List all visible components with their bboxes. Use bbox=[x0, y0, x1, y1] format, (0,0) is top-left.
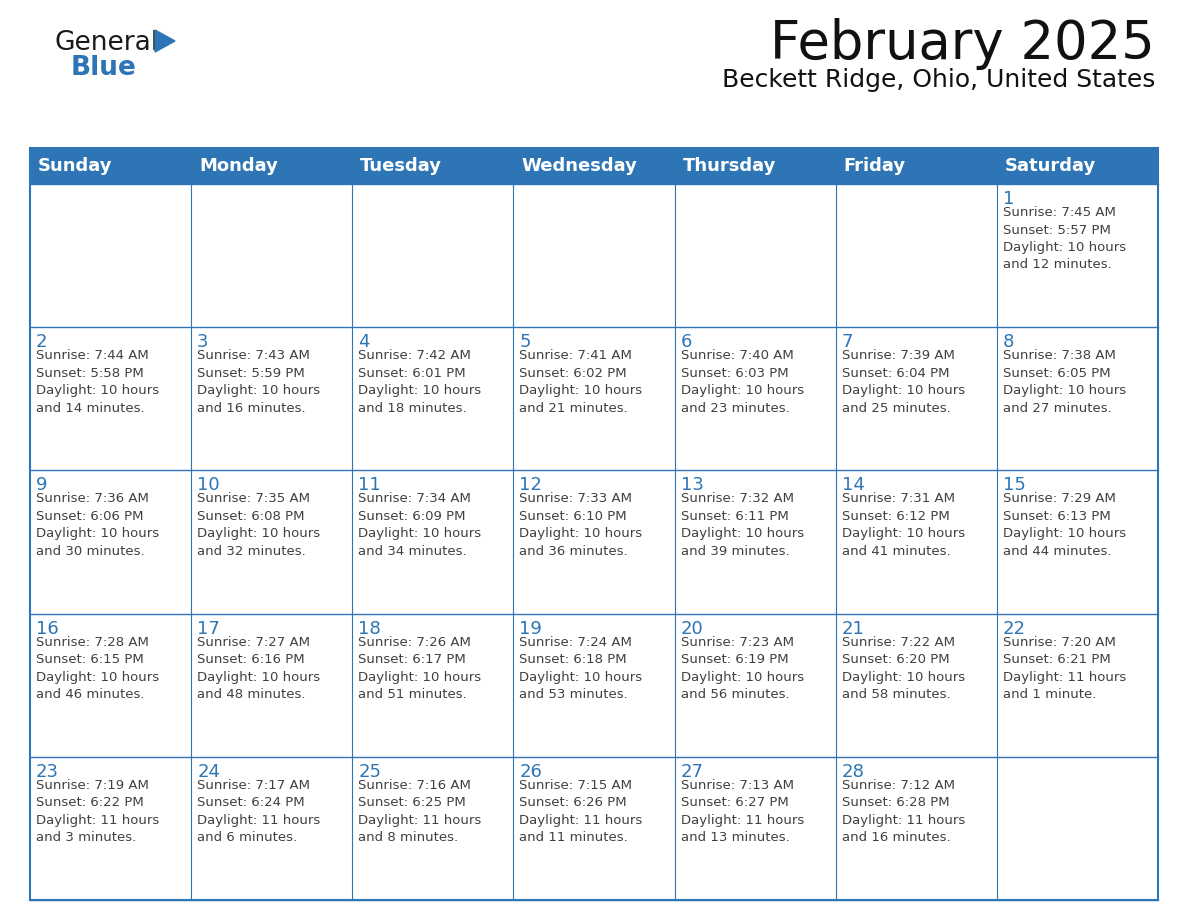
Bar bbox=[30, 148, 1158, 900]
Text: Wednesday: Wednesday bbox=[522, 157, 637, 175]
Text: 5: 5 bbox=[519, 333, 531, 352]
Text: 1: 1 bbox=[1003, 190, 1015, 208]
Text: 15: 15 bbox=[1003, 476, 1025, 495]
Text: General: General bbox=[55, 30, 159, 56]
Text: Sunrise: 7:27 AM
Sunset: 6:16 PM
Daylight: 10 hours
and 48 minutes.: Sunrise: 7:27 AM Sunset: 6:16 PM Dayligh… bbox=[197, 635, 321, 701]
Text: Sunrise: 7:19 AM
Sunset: 6:22 PM
Daylight: 11 hours
and 3 minutes.: Sunrise: 7:19 AM Sunset: 6:22 PM Dayligh… bbox=[36, 778, 159, 845]
Text: 24: 24 bbox=[197, 763, 220, 781]
Text: 27: 27 bbox=[681, 763, 703, 781]
Text: 20: 20 bbox=[681, 620, 703, 638]
Text: Sunrise: 7:44 AM
Sunset: 5:58 PM
Daylight: 10 hours
and 14 minutes.: Sunrise: 7:44 AM Sunset: 5:58 PM Dayligh… bbox=[36, 349, 159, 415]
Text: Sunrise: 7:12 AM
Sunset: 6:28 PM
Daylight: 11 hours
and 16 minutes.: Sunrise: 7:12 AM Sunset: 6:28 PM Dayligh… bbox=[842, 778, 965, 845]
Text: Sunrise: 7:35 AM
Sunset: 6:08 PM
Daylight: 10 hours
and 32 minutes.: Sunrise: 7:35 AM Sunset: 6:08 PM Dayligh… bbox=[197, 492, 321, 558]
Text: Tuesday: Tuesday bbox=[360, 157, 442, 175]
Text: 14: 14 bbox=[842, 476, 865, 495]
Text: 10: 10 bbox=[197, 476, 220, 495]
Text: Sunrise: 7:43 AM
Sunset: 5:59 PM
Daylight: 10 hours
and 16 minutes.: Sunrise: 7:43 AM Sunset: 5:59 PM Dayligh… bbox=[197, 349, 321, 415]
Text: Sunrise: 7:26 AM
Sunset: 6:17 PM
Daylight: 10 hours
and 51 minutes.: Sunrise: 7:26 AM Sunset: 6:17 PM Dayligh… bbox=[359, 635, 481, 701]
Text: 21: 21 bbox=[842, 620, 865, 638]
Text: Sunrise: 7:31 AM
Sunset: 6:12 PM
Daylight: 10 hours
and 41 minutes.: Sunrise: 7:31 AM Sunset: 6:12 PM Dayligh… bbox=[842, 492, 965, 558]
Text: 25: 25 bbox=[359, 763, 381, 781]
Text: Sunrise: 7:29 AM
Sunset: 6:13 PM
Daylight: 10 hours
and 44 minutes.: Sunrise: 7:29 AM Sunset: 6:13 PM Dayligh… bbox=[1003, 492, 1126, 558]
Text: Sunrise: 7:40 AM
Sunset: 6:03 PM
Daylight: 10 hours
and 23 minutes.: Sunrise: 7:40 AM Sunset: 6:03 PM Dayligh… bbox=[681, 349, 804, 415]
Bar bbox=[30, 148, 1158, 184]
Text: Sunrise: 7:22 AM
Sunset: 6:20 PM
Daylight: 10 hours
and 58 minutes.: Sunrise: 7:22 AM Sunset: 6:20 PM Dayligh… bbox=[842, 635, 965, 701]
Text: 3: 3 bbox=[197, 333, 209, 352]
Text: Sunrise: 7:13 AM
Sunset: 6:27 PM
Daylight: 11 hours
and 13 minutes.: Sunrise: 7:13 AM Sunset: 6:27 PM Dayligh… bbox=[681, 778, 804, 845]
Text: Sunrise: 7:20 AM
Sunset: 6:21 PM
Daylight: 11 hours
and 1 minute.: Sunrise: 7:20 AM Sunset: 6:21 PM Dayligh… bbox=[1003, 635, 1126, 701]
Polygon shape bbox=[154, 30, 175, 52]
Text: 16: 16 bbox=[36, 620, 58, 638]
Text: Thursday: Thursday bbox=[683, 157, 776, 175]
Text: 22: 22 bbox=[1003, 620, 1026, 638]
Text: Monday: Monday bbox=[200, 157, 278, 175]
Text: Sunrise: 7:36 AM
Sunset: 6:06 PM
Daylight: 10 hours
and 30 minutes.: Sunrise: 7:36 AM Sunset: 6:06 PM Dayligh… bbox=[36, 492, 159, 558]
Text: 26: 26 bbox=[519, 763, 542, 781]
Text: 2: 2 bbox=[36, 333, 48, 352]
Text: Blue: Blue bbox=[71, 55, 137, 81]
Text: Saturday: Saturday bbox=[1005, 157, 1097, 175]
Text: 11: 11 bbox=[359, 476, 381, 495]
Text: Friday: Friday bbox=[843, 157, 905, 175]
Text: Sunrise: 7:23 AM
Sunset: 6:19 PM
Daylight: 10 hours
and 56 minutes.: Sunrise: 7:23 AM Sunset: 6:19 PM Dayligh… bbox=[681, 635, 804, 701]
Text: 12: 12 bbox=[519, 476, 542, 495]
Text: 17: 17 bbox=[197, 620, 220, 638]
Text: 4: 4 bbox=[359, 333, 369, 352]
Text: 23: 23 bbox=[36, 763, 59, 781]
Text: 18: 18 bbox=[359, 620, 381, 638]
Text: Beckett Ridge, Ohio, United States: Beckett Ridge, Ohio, United States bbox=[721, 68, 1155, 92]
Text: Sunrise: 7:17 AM
Sunset: 6:24 PM
Daylight: 11 hours
and 6 minutes.: Sunrise: 7:17 AM Sunset: 6:24 PM Dayligh… bbox=[197, 778, 321, 845]
Text: Sunrise: 7:45 AM
Sunset: 5:57 PM
Daylight: 10 hours
and 12 minutes.: Sunrise: 7:45 AM Sunset: 5:57 PM Dayligh… bbox=[1003, 206, 1126, 272]
Text: February 2025: February 2025 bbox=[770, 18, 1155, 70]
Text: 6: 6 bbox=[681, 333, 691, 352]
Text: Sunrise: 7:41 AM
Sunset: 6:02 PM
Daylight: 10 hours
and 21 minutes.: Sunrise: 7:41 AM Sunset: 6:02 PM Dayligh… bbox=[519, 349, 643, 415]
Text: Sunrise: 7:28 AM
Sunset: 6:15 PM
Daylight: 10 hours
and 46 minutes.: Sunrise: 7:28 AM Sunset: 6:15 PM Dayligh… bbox=[36, 635, 159, 701]
Text: 19: 19 bbox=[519, 620, 542, 638]
Text: Sunrise: 7:32 AM
Sunset: 6:11 PM
Daylight: 10 hours
and 39 minutes.: Sunrise: 7:32 AM Sunset: 6:11 PM Dayligh… bbox=[681, 492, 804, 558]
Text: Sunrise: 7:24 AM
Sunset: 6:18 PM
Daylight: 10 hours
and 53 minutes.: Sunrise: 7:24 AM Sunset: 6:18 PM Dayligh… bbox=[519, 635, 643, 701]
Text: 28: 28 bbox=[842, 763, 865, 781]
Text: Sunrise: 7:34 AM
Sunset: 6:09 PM
Daylight: 10 hours
and 34 minutes.: Sunrise: 7:34 AM Sunset: 6:09 PM Dayligh… bbox=[359, 492, 481, 558]
Text: Sunrise: 7:39 AM
Sunset: 6:04 PM
Daylight: 10 hours
and 25 minutes.: Sunrise: 7:39 AM Sunset: 6:04 PM Dayligh… bbox=[842, 349, 965, 415]
Text: Sunday: Sunday bbox=[38, 157, 113, 175]
Text: Sunrise: 7:15 AM
Sunset: 6:26 PM
Daylight: 11 hours
and 11 minutes.: Sunrise: 7:15 AM Sunset: 6:26 PM Dayligh… bbox=[519, 778, 643, 845]
Text: Sunrise: 7:33 AM
Sunset: 6:10 PM
Daylight: 10 hours
and 36 minutes.: Sunrise: 7:33 AM Sunset: 6:10 PM Dayligh… bbox=[519, 492, 643, 558]
Text: 9: 9 bbox=[36, 476, 48, 495]
Text: 8: 8 bbox=[1003, 333, 1015, 352]
Text: 7: 7 bbox=[842, 333, 853, 352]
Text: Sunrise: 7:38 AM
Sunset: 6:05 PM
Daylight: 10 hours
and 27 minutes.: Sunrise: 7:38 AM Sunset: 6:05 PM Dayligh… bbox=[1003, 349, 1126, 415]
Text: Sunrise: 7:42 AM
Sunset: 6:01 PM
Daylight: 10 hours
and 18 minutes.: Sunrise: 7:42 AM Sunset: 6:01 PM Dayligh… bbox=[359, 349, 481, 415]
Text: 13: 13 bbox=[681, 476, 703, 495]
Text: Sunrise: 7:16 AM
Sunset: 6:25 PM
Daylight: 11 hours
and 8 minutes.: Sunrise: 7:16 AM Sunset: 6:25 PM Dayligh… bbox=[359, 778, 481, 845]
